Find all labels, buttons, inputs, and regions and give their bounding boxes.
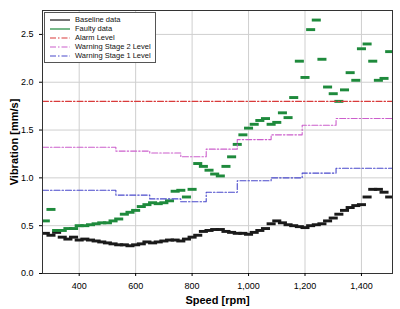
svg-text:0.0: 0.0 [21, 268, 34, 278]
svg-text:2.0: 2.0 [21, 77, 34, 87]
html-text:Baseline data: Baseline data [75, 15, 121, 24]
svg-text:1,200: 1,200 [294, 281, 317, 291]
html-text:Warning Stage 2 Level: Warning Stage 2 Level [75, 42, 151, 51]
html-text:Faulty data: Faulty data [75, 24, 113, 33]
svg-text:600: 600 [128, 281, 143, 291]
svg-text:Vibration [mm/s]: Vibration [mm/s] [8, 98, 20, 185]
svg-text:1.5: 1.5 [21, 125, 34, 135]
svg-text:400: 400 [72, 281, 87, 291]
svg-text:800: 800 [185, 281, 200, 291]
svg-text:2.5: 2.5 [21, 29, 34, 39]
svg-text:0.5: 0.5 [21, 221, 34, 231]
svg-text:1,000: 1,000 [237, 281, 260, 291]
svg-text:1,400: 1,400 [350, 281, 373, 291]
html-text:Warning Stage 1 Level: Warning Stage 1 Level [75, 51, 151, 60]
html-text:Alarm Level: Alarm Level [75, 33, 115, 42]
svg-text:Speed [rpm]: Speed [rpm] [185, 294, 250, 306]
svg-text:1.0: 1.0 [21, 173, 34, 183]
